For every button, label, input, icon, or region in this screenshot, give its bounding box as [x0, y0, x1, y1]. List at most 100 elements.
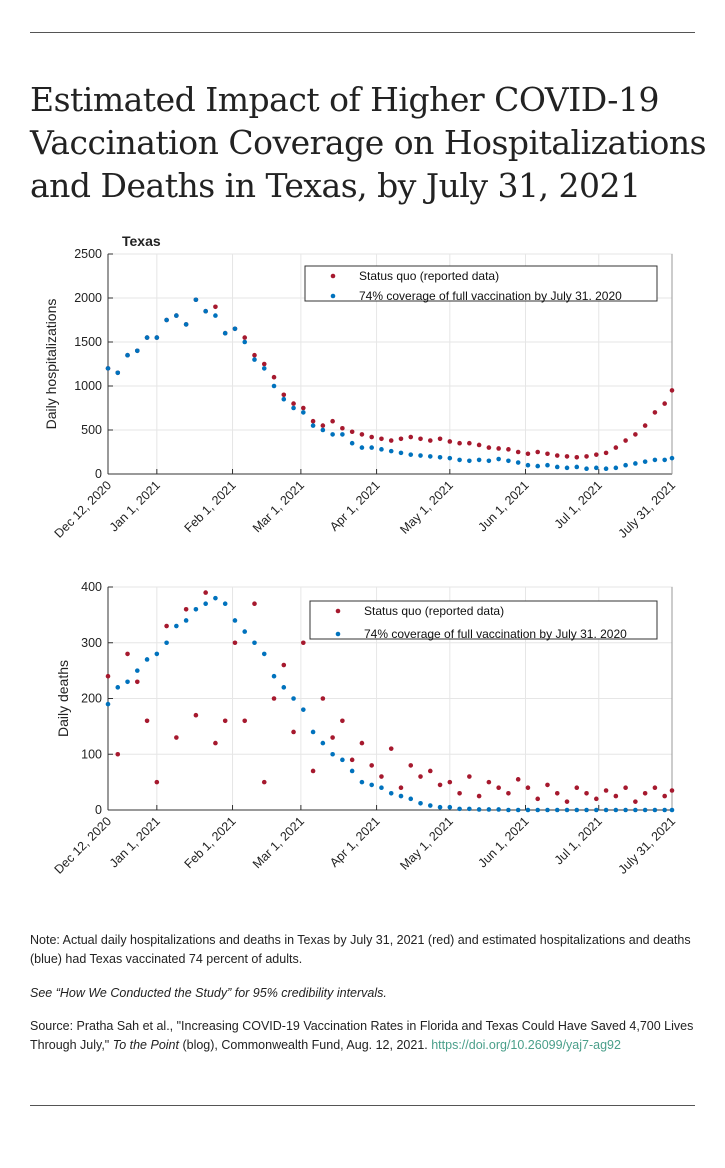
data-point — [281, 392, 287, 398]
data-point — [291, 401, 296, 406]
data-point — [271, 374, 277, 380]
data-point — [310, 729, 316, 735]
data-point — [369, 763, 374, 768]
data-point — [574, 785, 580, 790]
data-point — [301, 405, 306, 411]
y-axis-label: Daily deaths — [55, 660, 71, 737]
data-point — [164, 640, 169, 646]
data-point — [388, 438, 394, 443]
data-point — [379, 785, 384, 790]
data-point — [669, 788, 675, 793]
data-point — [496, 807, 501, 812]
data-point — [545, 782, 550, 788]
data-point — [193, 712, 199, 718]
data-point — [330, 735, 335, 740]
data-point — [467, 806, 472, 812]
data-point — [457, 457, 462, 463]
data-point — [134, 679, 140, 685]
data-point — [164, 317, 169, 323]
legend-label: Status quo (reported data) — [364, 604, 504, 618]
data-point — [467, 458, 472, 464]
data-point — [642, 790, 648, 796]
data-point — [564, 807, 570, 813]
data-point — [213, 740, 218, 746]
data-point — [261, 361, 267, 367]
data-point — [427, 454, 433, 459]
data-point — [291, 696, 296, 701]
data-point — [164, 623, 169, 629]
data-point — [496, 456, 501, 462]
data-point — [379, 436, 384, 442]
data-point — [437, 804, 443, 810]
x-tick-label: Jan 1, 2021 — [107, 478, 163, 534]
data-point — [330, 418, 335, 424]
y-axis-label: Daily hospitalizations — [43, 299, 59, 430]
source-publication: To the Point — [112, 1038, 179, 1052]
legend-label: 74% coverage of full vaccination by July… — [359, 289, 622, 303]
data-point — [476, 793, 482, 799]
y-tick-label: 2000 — [74, 291, 102, 305]
data-point — [125, 352, 130, 358]
data-point — [125, 679, 130, 685]
data-point — [669, 455, 675, 461]
data-point — [545, 462, 550, 468]
data-point — [408, 796, 414, 802]
data-point — [340, 718, 345, 724]
data-point — [613, 465, 619, 471]
data-point — [281, 662, 287, 668]
data-point — [486, 445, 492, 450]
source-suffix: (blog), Commonwealth Fund, Aug. 12, 2021… — [178, 1038, 432, 1052]
data-point — [213, 313, 218, 318]
data-point — [427, 768, 433, 774]
data-point — [642, 423, 648, 428]
data-point — [525, 451, 531, 457]
data-point — [359, 740, 365, 746]
data-point — [349, 757, 355, 763]
data-point — [584, 466, 589, 472]
data-point — [115, 370, 121, 376]
data-point — [515, 807, 521, 813]
data-point — [388, 790, 394, 796]
y-tick-label: 0 — [95, 803, 102, 817]
data-point — [584, 454, 589, 459]
x-tick-label: Jul 1, 2021 — [552, 814, 605, 867]
data-point — [183, 322, 189, 327]
data-point — [486, 779, 492, 785]
x-tick-label: Mar 1, 2021 — [250, 814, 307, 871]
data-point — [662, 401, 667, 406]
y-tick-label: 1500 — [74, 335, 102, 349]
coverage-74-series — [105, 595, 675, 813]
data-point — [652, 457, 658, 463]
y-tick-label: 2500 — [74, 247, 102, 261]
data-point — [174, 623, 179, 629]
data-point — [232, 326, 238, 332]
source-link[interactable]: https://doi.org/10.26099/yaj7-ag92 — [431, 1038, 621, 1052]
data-point — [418, 801, 423, 806]
data-point — [193, 607, 199, 612]
data-point — [467, 440, 472, 446]
y-tick-label: 100 — [81, 747, 102, 761]
data-point — [476, 442, 482, 448]
data-point — [525, 462, 531, 468]
data-point — [613, 445, 619, 450]
data-point — [183, 607, 189, 612]
data-point — [418, 774, 423, 779]
data-point — [154, 779, 160, 785]
data-point — [213, 304, 218, 310]
y-tick-label: 300 — [81, 636, 102, 650]
x-tick-label: Mar 1, 2021 — [250, 478, 307, 535]
data-point — [359, 432, 365, 437]
y-tick-label: 0 — [95, 467, 102, 481]
data-point — [594, 807, 599, 813]
data-point — [349, 429, 355, 435]
y-tick-label: 500 — [81, 423, 102, 437]
data-point — [623, 807, 628, 813]
y-tick-label: 1000 — [74, 379, 102, 393]
y-tick-label: 400 — [81, 580, 102, 594]
data-point — [340, 432, 345, 437]
data-point — [662, 807, 667, 813]
legend-marker — [335, 631, 341, 637]
data-point — [252, 357, 257, 362]
data-point — [222, 330, 228, 336]
